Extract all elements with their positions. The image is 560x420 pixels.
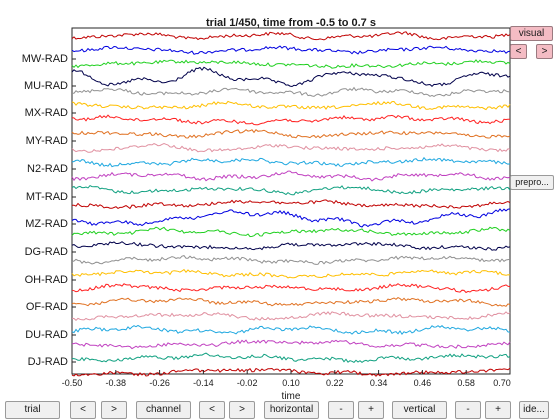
x-tick-label: 0.10	[282, 378, 300, 388]
channel-label: MZ-RAD	[25, 218, 68, 230]
channel-label: MY-RAD	[25, 135, 68, 147]
signal-trace	[71, 297, 511, 307]
horizontal-button[interactable]: horizontal	[264, 401, 319, 419]
channel-button[interactable]: channel	[136, 401, 191, 419]
signal-trace	[71, 324, 511, 335]
x-tick-label: -0.26	[149, 378, 170, 388]
channel-label: MT-RAD	[25, 191, 68, 203]
x-tick-label: 0.22	[326, 378, 344, 388]
vertical-minus-button[interactable]: -	[455, 401, 481, 419]
signal-trace	[71, 142, 511, 153]
signal-trace	[71, 156, 511, 168]
plot-title: trial 1/450, time from -0.5 to 0.7 s	[206, 17, 376, 29]
signal-trace	[71, 255, 511, 265]
x-tick-label: -0.38	[105, 378, 127, 388]
signal-trace	[71, 45, 511, 55]
channel-label: MX-RAD	[24, 107, 68, 119]
trial-prev-button[interactable]: <	[70, 401, 96, 419]
channel-label: DG-RAD	[24, 246, 68, 258]
trial-button[interactable]: trial	[5, 401, 60, 419]
x-axis-label: time	[281, 391, 301, 402]
channel-label: OF-RAD	[25, 301, 68, 313]
channel-label: OH-RAD	[24, 274, 68, 286]
signal-trace	[71, 268, 511, 279]
signal-trace	[71, 31, 511, 41]
signal-trace	[71, 128, 511, 139]
horizontal-minus-button[interactable]: -	[328, 401, 354, 419]
signal-trace	[71, 114, 510, 126]
signal-trace	[71, 208, 511, 228]
channel-label: N2-RAD	[27, 163, 68, 175]
preproc-button[interactable]: prepro...	[510, 175, 554, 190]
next-visual-button[interactable]: >	[536, 44, 553, 59]
signal-trace	[71, 59, 511, 69]
channel-prev-button[interactable]: <	[199, 401, 225, 419]
channel-label: MU-RAD	[24, 80, 68, 92]
signal-trace	[71, 241, 511, 251]
channel-label: DJ-RAD	[27, 356, 68, 368]
signal-trace	[71, 170, 511, 182]
vertical-button[interactable]: vertical	[392, 401, 447, 419]
plot-area	[71, 27, 511, 375]
horizontal-plus-button[interactable]: +	[358, 401, 384, 419]
signal-trace	[71, 283, 511, 294]
trial-next-button[interactable]: >	[101, 401, 127, 419]
signal-trace	[71, 184, 511, 196]
x-tick-label: -0.02	[236, 378, 258, 388]
signal-trace	[72, 352, 511, 364]
signal-trace	[71, 311, 511, 321]
identify-button[interactable]: ide...	[519, 401, 549, 419]
x-tick-label: 0.70	[493, 378, 511, 388]
channel-label: MW-RAD	[21, 53, 68, 65]
x-tick-label: 0.58	[457, 378, 475, 388]
signal-trace	[71, 226, 511, 238]
signal-trace	[71, 199, 511, 210]
x-tick-label: 0.46	[413, 378, 432, 388]
x-tick-label: 0.34	[369, 378, 388, 388]
signal-trace	[71, 100, 511, 111]
axis-ticks	[71, 58, 511, 374]
signal-trace	[72, 86, 511, 97]
visual-button[interactable]: visual	[510, 26, 553, 41]
x-tick-label: -0.14	[193, 378, 214, 388]
channel-label: DU-RAD	[25, 329, 68, 341]
signal-trace	[71, 339, 511, 350]
signal-trace	[71, 66, 511, 88]
vertical-plus-button[interactable]: +	[485, 401, 511, 419]
x-tick-label: -0.50	[61, 378, 83, 388]
channel-next-button[interactable]: >	[229, 401, 255, 419]
prev-visual-button[interactable]: <	[510, 44, 527, 59]
